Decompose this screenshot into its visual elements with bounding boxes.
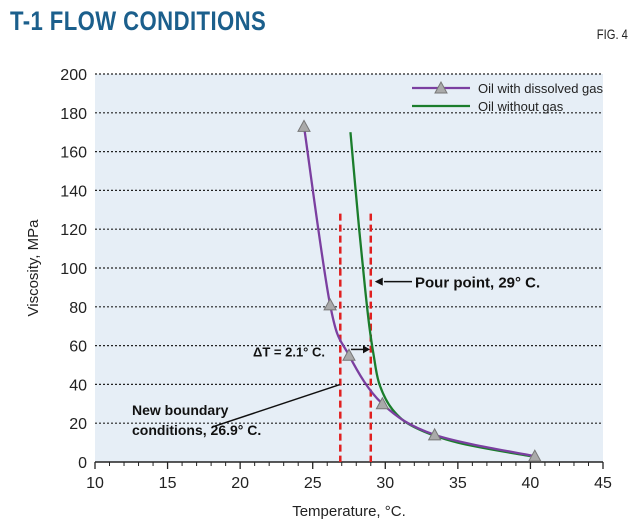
y-tick-label: 200: [60, 67, 87, 84]
triangle-marker: [297, 119, 311, 132]
y-tick-label: 120: [60, 222, 87, 239]
x-tick-label: 45: [594, 475, 612, 492]
y-axis-label: Viscosity, MPa: [25, 219, 42, 317]
x-tick-label: 40: [522, 475, 540, 492]
x-tick-label: 15: [159, 475, 177, 492]
triangle-marker: [375, 396, 390, 410]
y-tick-label: 160: [60, 145, 87, 162]
delta-t-annotation: ΔT = 2.1° C.: [253, 344, 325, 359]
x-tick-label: 25: [304, 475, 322, 492]
triangle-marker: [527, 449, 542, 462]
legend-label: Oil without gas: [478, 99, 564, 114]
chart-title: T-1 FLOW CONDITIONS: [10, 6, 267, 36]
legend-label: Oil with dissolved gas: [478, 81, 603, 96]
series-line: [302, 126, 536, 458]
y-tick-label: 180: [60, 106, 87, 123]
x-tick-label: 10: [86, 475, 104, 492]
figure-label: FIG. 4: [596, 26, 628, 42]
triangle-marker: [427, 427, 442, 441]
boundary-annotation-line: New boundary: [132, 402, 229, 418]
x-tick-label: 35: [449, 475, 467, 492]
y-tick-label: 20: [69, 416, 87, 433]
arrowhead: [363, 345, 370, 354]
y-tick-label: 60: [69, 339, 87, 356]
triangle-marker: [323, 297, 337, 311]
arrowhead: [374, 277, 383, 286]
boundary-pointer-line: [211, 383, 341, 428]
boundary-annotation-line: conditions, 26.9° C.: [132, 422, 261, 438]
y-tick-label: 40: [69, 377, 87, 394]
x-tick-label: 30: [376, 475, 394, 492]
y-tick-label: 140: [60, 183, 87, 200]
legend-triangle-marker: [434, 80, 448, 94]
pour-point-annotation: Pour point, 29° C.: [415, 275, 540, 292]
y-tick-label: 100: [60, 261, 87, 278]
y-tick-label: 80: [69, 300, 87, 317]
triangle-marker: [342, 348, 356, 361]
x-axis-label: Temperature, °C.: [292, 503, 406, 520]
y-tick-label: 0: [78, 455, 87, 472]
x-tick-label: 20: [231, 475, 249, 492]
